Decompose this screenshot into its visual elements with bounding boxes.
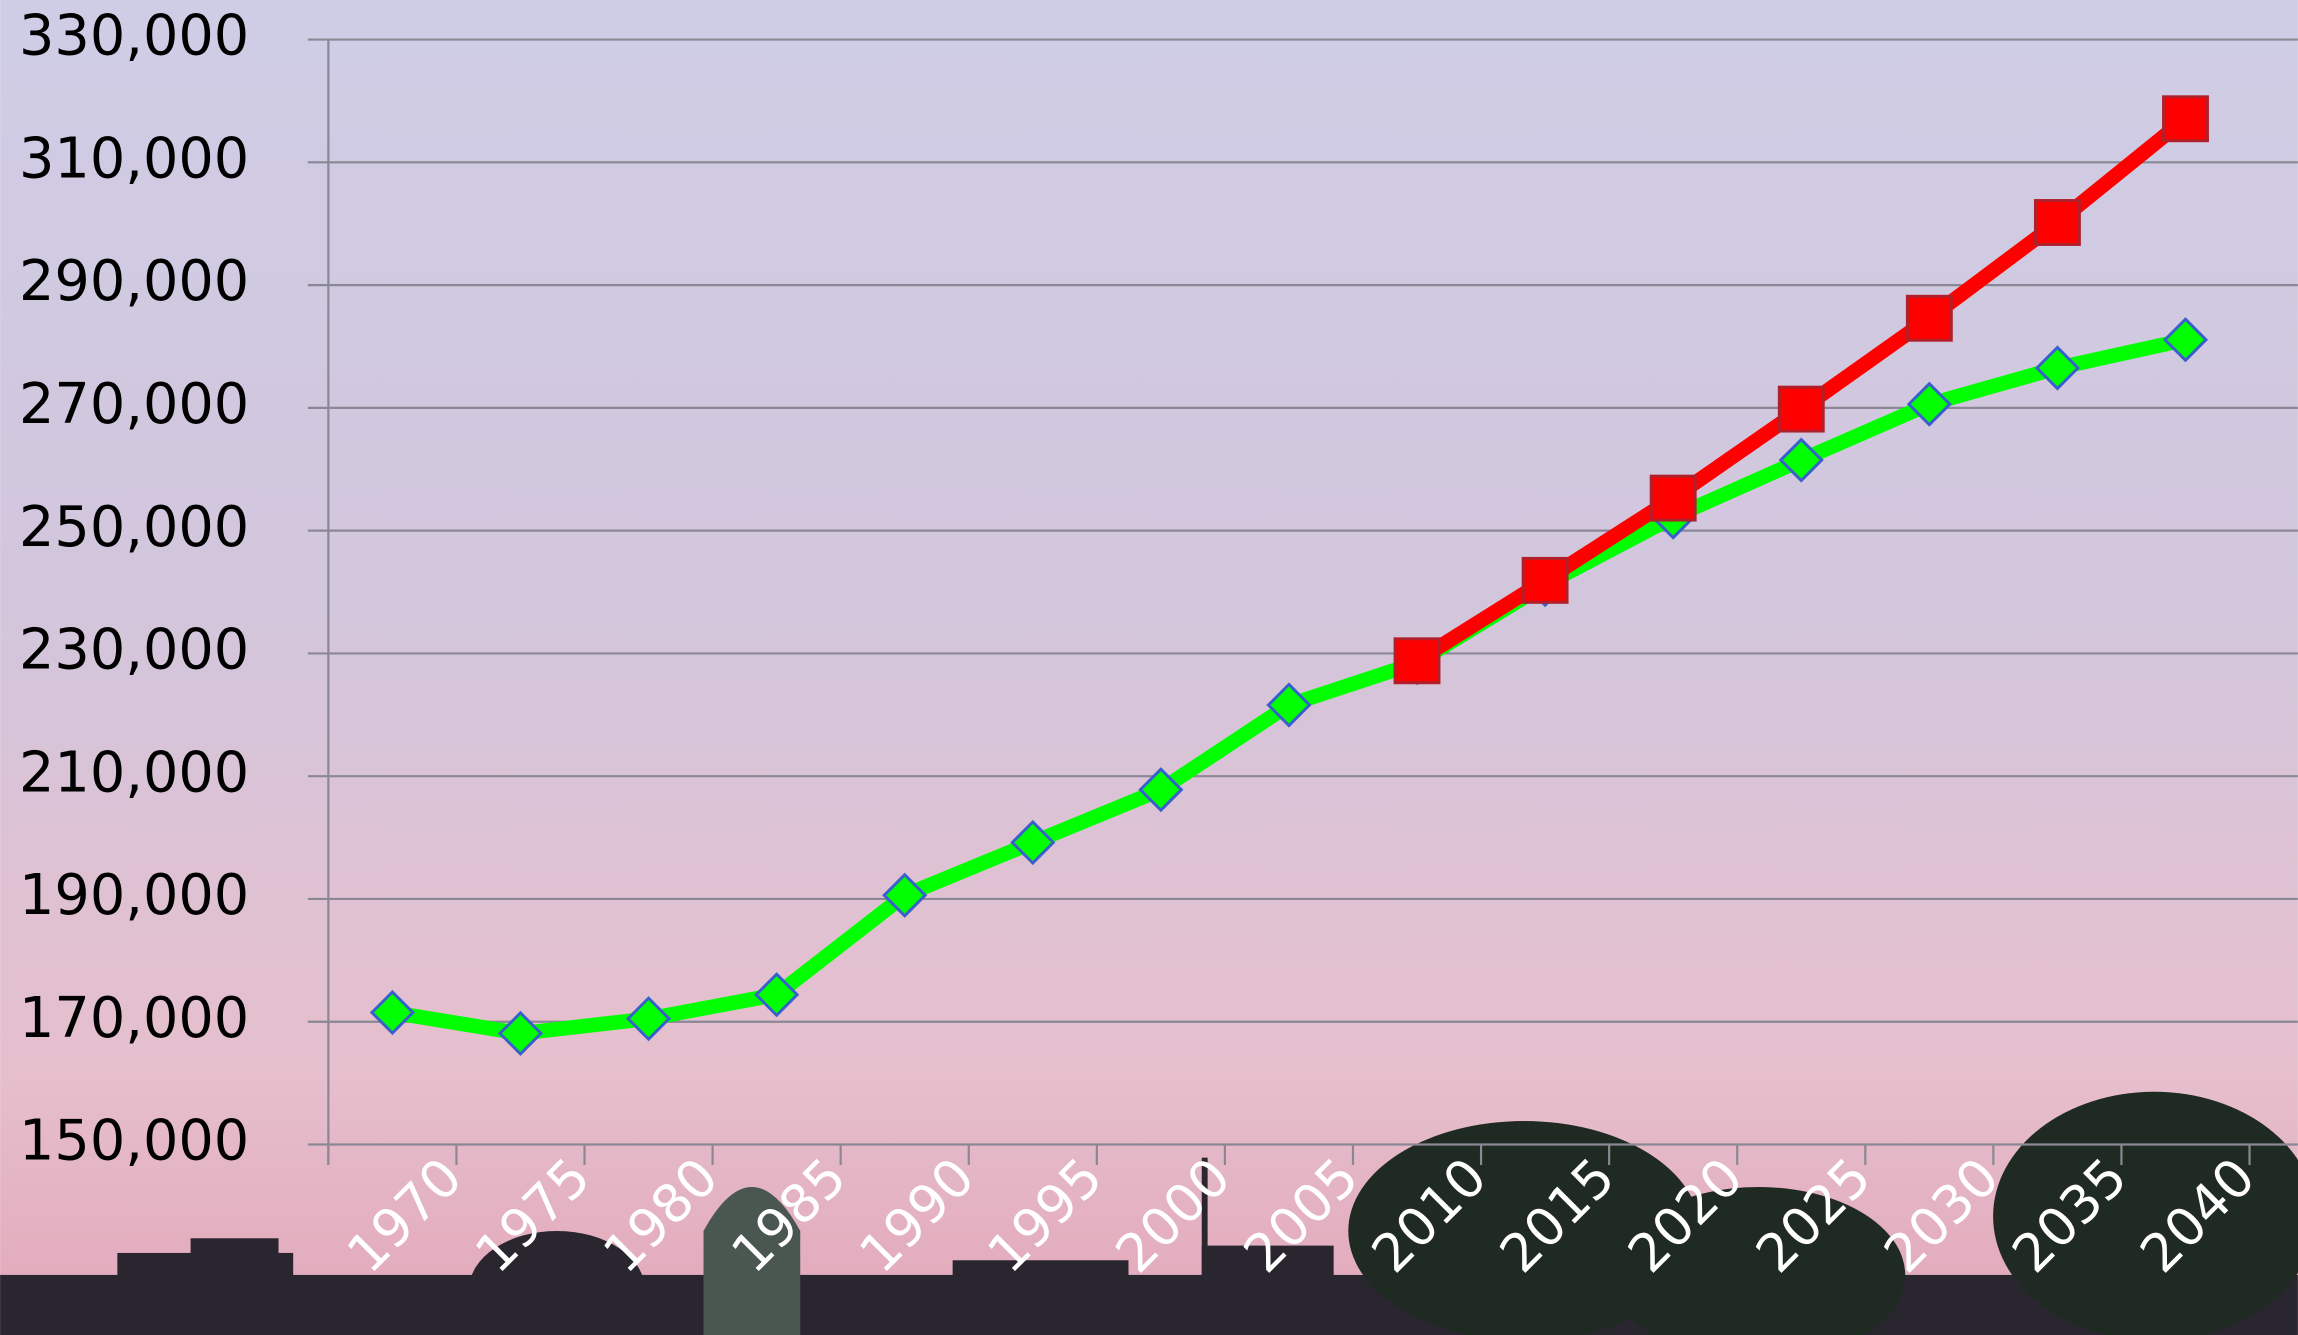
y-tick-label: 270,000 [19, 372, 249, 437]
point-marker [1906, 381, 1952, 427]
point-marker [2034, 345, 2081, 391]
point-marker [2162, 95, 2209, 143]
y-tick-label: 330,000 [19, 4, 249, 69]
point-marker [1649, 474, 1697, 522]
point-marker [1138, 767, 1184, 813]
y-tick-label: 250,000 [19, 495, 249, 560]
point-marker [1778, 437, 1824, 483]
y-tick-label: 290,000 [19, 249, 249, 314]
point-marker [1010, 819, 1056, 866]
point-marker [369, 989, 415, 1036]
point-marker [497, 1010, 544, 1056]
y-tick-label: 210,000 [19, 740, 249, 805]
skyline [0, 1091, 2298, 1335]
point-marker [1266, 682, 1312, 728]
point-marker [1905, 294, 1953, 342]
point-marker [625, 996, 672, 1042]
y-tick-label: 190,000 [19, 863, 249, 928]
y-tick-label: 150,000 [19, 1109, 249, 1174]
y-tick-label: 230,000 [19, 618, 249, 683]
point-marker [754, 972, 800, 1018]
point-marker [2162, 317, 2209, 363]
y-tick-label: 310,000 [19, 126, 249, 191]
point-marker [1777, 385, 1825, 433]
point-marker [1521, 556, 1569, 604]
point-marker [2033, 199, 2081, 246]
y-tick-label: 170,000 [19, 986, 249, 1051]
point-marker [882, 872, 928, 918]
point-marker [1393, 637, 1441, 685]
